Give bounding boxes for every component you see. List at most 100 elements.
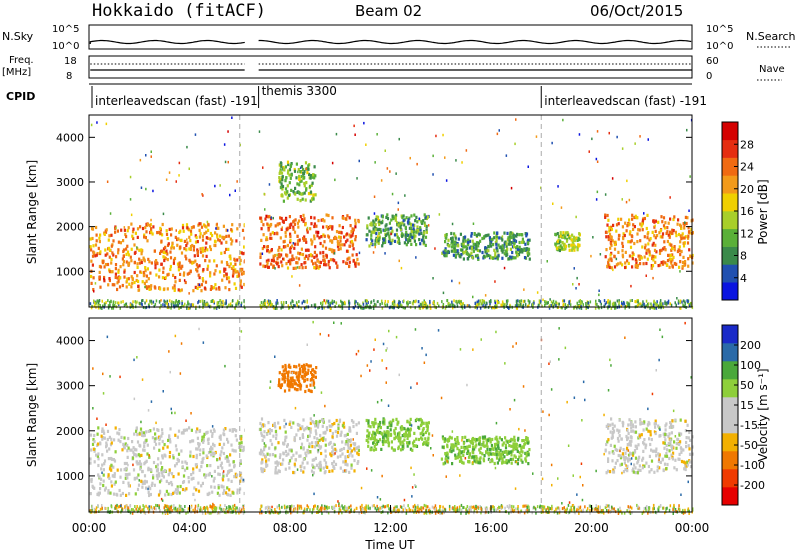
velocity-cell	[635, 425, 637, 428]
power-cell	[259, 217, 261, 220]
power-cell	[333, 249, 335, 252]
sparse-cell	[236, 180, 238, 183]
sparse-cell	[612, 269, 614, 272]
velocity-cell	[443, 462, 445, 465]
velocity-cell	[689, 460, 691, 463]
freq-gap	[245, 57, 259, 77]
ground-scatter-cell	[453, 299, 455, 302]
ground-scatter-cell	[655, 302, 657, 305]
velocity-cell	[176, 492, 178, 495]
power-cell	[616, 223, 618, 226]
power-cell	[227, 248, 229, 251]
velocity-cell	[688, 447, 690, 450]
power-cell	[687, 241, 689, 244]
sparse-cell	[93, 290, 95, 293]
power-cell	[457, 249, 459, 252]
ground-scatter-cell	[95, 302, 97, 305]
ground-scatter-cell	[604, 299, 606, 302]
velocity-cell	[370, 437, 372, 440]
velocity-cell	[455, 457, 457, 460]
power-cell	[169, 268, 171, 271]
colorbar-swatch	[722, 229, 738, 247]
power-cell	[508, 257, 510, 260]
power-cell	[400, 226, 402, 229]
power-cell	[419, 242, 421, 245]
velocity-cell	[89, 457, 91, 460]
power-cell	[521, 241, 523, 244]
velocity-cell	[192, 455, 194, 458]
power-cell	[505, 254, 507, 257]
velocity-cell	[340, 467, 342, 470]
velocity-cell	[662, 441, 664, 444]
power-cell	[370, 234, 372, 237]
velocity-cell	[109, 492, 111, 495]
velocity-cell	[466, 439, 468, 442]
power-cell	[96, 239, 98, 242]
velocity-cell	[409, 421, 411, 424]
colorbar-tick-label: 4	[740, 272, 747, 285]
ground-scatter-cell	[500, 304, 502, 307]
power-cell	[642, 228, 644, 231]
velocity-cell	[312, 459, 314, 462]
velocity-cell	[174, 434, 176, 437]
sparse-cell	[375, 246, 377, 249]
velocity-cell	[294, 463, 296, 466]
velocity-cell	[102, 484, 104, 487]
power-cell	[147, 223, 149, 226]
power-cell	[473, 250, 475, 253]
ground-scatter-cell	[600, 300, 602, 303]
power-cell	[283, 168, 285, 171]
velocity-cell	[685, 441, 687, 444]
ground-scatter-cell	[506, 302, 508, 305]
power-cell	[621, 263, 623, 266]
power-cell	[661, 220, 663, 223]
power-cell	[658, 264, 660, 267]
power-cell	[496, 246, 498, 249]
velocity-cell	[209, 464, 211, 467]
power-cell	[366, 233, 368, 236]
velocity-cell	[164, 469, 166, 472]
sparse-cell	[689, 175, 691, 178]
sparse-cell	[392, 193, 394, 196]
power-cell	[205, 242, 207, 245]
sparse-cell	[276, 254, 278, 257]
velocity-cell	[368, 433, 370, 436]
power-cell	[115, 276, 117, 279]
power-cell	[98, 237, 100, 240]
velocity-cell	[307, 451, 309, 454]
velocity-cell	[285, 450, 287, 453]
velocity-cell	[169, 427, 171, 430]
velocity-cell	[219, 454, 221, 457]
velocity-cell	[311, 445, 313, 448]
power-cell	[142, 280, 144, 283]
sparse-cell	[363, 122, 365, 125]
power-cell	[611, 236, 613, 239]
power-cell	[138, 288, 140, 291]
power-cell	[188, 236, 190, 239]
sparse-cell	[215, 227, 217, 230]
velocity-cell	[406, 420, 408, 423]
power-cell	[566, 240, 568, 243]
velocity-cell	[143, 445, 145, 448]
power-cell	[660, 249, 662, 252]
power-cell	[679, 245, 681, 248]
power-cell	[632, 251, 634, 254]
power-cell	[131, 282, 133, 285]
sparse-cell	[273, 217, 275, 220]
velocity-cell	[191, 429, 193, 432]
velocity-cell	[520, 450, 522, 453]
power-cell	[202, 239, 204, 242]
power-cell	[111, 270, 113, 273]
velocity-cell	[461, 436, 463, 439]
velocity-cell	[313, 370, 315, 373]
power-cell	[415, 216, 417, 219]
velocity-cell	[230, 494, 232, 497]
velocity-cell	[240, 476, 242, 479]
ground-scatter-cell	[547, 302, 549, 305]
power-cell	[307, 168, 309, 171]
power-cell	[174, 280, 176, 283]
velocity-cell	[282, 365, 284, 368]
velocity-cell	[396, 423, 398, 426]
velocity-cell	[295, 433, 297, 436]
power-cell	[158, 269, 160, 272]
